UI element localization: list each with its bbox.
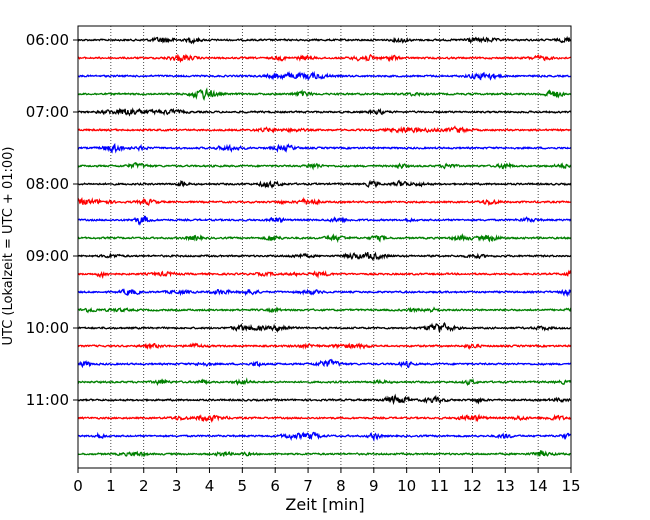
- y-tick-label: 11:00: [26, 391, 69, 409]
- grid-lines: [110, 26, 539, 468]
- x-tick-label: 10: [397, 477, 416, 495]
- y-tick-label: 08:00: [26, 175, 69, 193]
- y-tick-label: 06:00: [26, 31, 69, 49]
- x-tick-label: 13: [496, 477, 515, 495]
- seismic-trace: [77, 306, 572, 314]
- x-tick-label: 14: [529, 477, 548, 495]
- seismic-trace: [77, 161, 572, 171]
- seismic-trace: [77, 251, 572, 261]
- x-tick-label: 8: [336, 477, 346, 495]
- y-tick-label: 10:00: [26, 319, 69, 337]
- seismic-trace: [77, 393, 572, 406]
- plot-frame: [77, 25, 572, 469]
- y-tick-label: 07:00: [26, 103, 69, 121]
- seismic-trace: [77, 321, 572, 333]
- x-tick-label: 11: [430, 477, 449, 495]
- y-axis-ticks: 06:00 07:00 08:00 09:00 10:00 11:00: [26, 31, 78, 409]
- x-tick-label: 2: [139, 477, 149, 495]
- seismic-trace: [77, 377, 572, 387]
- x-tick-label: 3: [172, 477, 182, 495]
- seismic-trace: [77, 70, 572, 81]
- seismic-trace: [77, 450, 572, 458]
- seismic-trace: [77, 87, 572, 101]
- seismic-trace: [77, 215, 572, 226]
- seismic-trace: [77, 413, 572, 423]
- x-axis-ticks: 0 1 2 3 4 5 6 7 8 9 10 11 12 13 14 15: [73, 468, 581, 495]
- x-tick-label: 1: [106, 477, 116, 495]
- y-axis-label: UTC (Lokalzeit = UTC + 01:00): [1, 147, 16, 346]
- x-tick-label: 6: [270, 477, 280, 495]
- seismic-trace: [77, 179, 572, 189]
- x-tick-label: 9: [369, 477, 379, 495]
- x-axis-label: Zeit [min]: [285, 495, 364, 514]
- seismic-trace: [77, 125, 572, 134]
- seismic-trace: [77, 196, 572, 207]
- seismic-trace: [77, 358, 572, 369]
- seismic-trace: [77, 53, 572, 64]
- seismic-trace: [77, 142, 572, 154]
- seismic-trace: [77, 233, 572, 244]
- x-tick-label: 5: [238, 477, 248, 495]
- x-tick-label: 4: [205, 477, 215, 495]
- seismic-trace: [78, 288, 572, 298]
- x-tick-label: 12: [463, 477, 482, 495]
- seismic-trace: [77, 35, 572, 45]
- y-tick-label: 09:00: [26, 247, 69, 265]
- x-tick-label: 15: [561, 477, 580, 495]
- x-tick-label: 7: [303, 477, 313, 495]
- seismic-traces: [77, 35, 572, 458]
- seismic-trace: [77, 431, 572, 442]
- seismic-trace: [77, 269, 572, 279]
- seismic-trace: [77, 342, 572, 350]
- seismic-trace: [77, 107, 572, 117]
- x-tick-label: 0: [73, 477, 83, 495]
